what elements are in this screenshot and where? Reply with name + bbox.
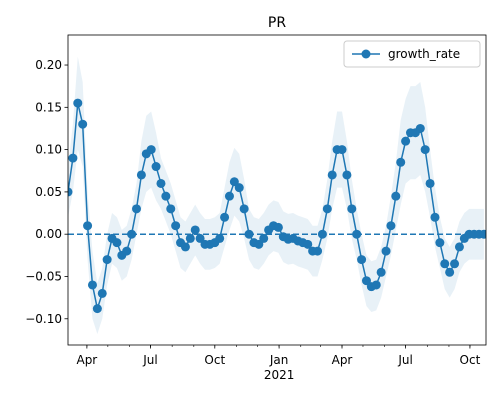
y-tick-label: −0.05 bbox=[25, 269, 62, 283]
y-tick-label: −0.10 bbox=[25, 312, 62, 326]
marker bbox=[220, 212, 230, 222]
confidence-band bbox=[68, 56, 484, 334]
marker bbox=[381, 246, 391, 256]
marker bbox=[185, 233, 195, 243]
marker bbox=[445, 267, 455, 277]
marker bbox=[361, 276, 371, 286]
marker bbox=[425, 178, 435, 188]
marker bbox=[376, 267, 386, 277]
marker bbox=[151, 162, 161, 172]
marker bbox=[322, 204, 332, 214]
marker bbox=[435, 238, 445, 248]
y-tick-label: 0.15 bbox=[35, 100, 62, 114]
marker bbox=[386, 221, 396, 231]
marker bbox=[401, 136, 411, 146]
marker bbox=[337, 145, 347, 155]
marker bbox=[132, 204, 142, 214]
x-tick-label: Oct bbox=[204, 353, 225, 367]
x-tick-label: Apr bbox=[76, 353, 97, 367]
y-tick-label: 0.05 bbox=[35, 185, 62, 199]
x-tick-label: Jul bbox=[142, 353, 157, 367]
marker bbox=[171, 221, 181, 231]
marker bbox=[479, 229, 486, 239]
marker bbox=[136, 170, 146, 180]
marker bbox=[180, 242, 190, 252]
x-tick-label: Apr bbox=[332, 353, 353, 367]
marker bbox=[146, 145, 156, 155]
marker bbox=[244, 229, 254, 239]
marker bbox=[122, 246, 132, 256]
marker bbox=[347, 204, 357, 214]
y-tick-label: 0.00 bbox=[35, 227, 62, 241]
marker bbox=[371, 280, 381, 290]
marker bbox=[92, 304, 102, 314]
marker bbox=[161, 191, 171, 201]
marker bbox=[68, 153, 78, 163]
marker bbox=[224, 191, 234, 201]
marker bbox=[156, 178, 166, 188]
y-tick-label: 0.20 bbox=[35, 58, 62, 72]
marker bbox=[327, 170, 337, 180]
marker bbox=[97, 288, 107, 298]
marker bbox=[127, 229, 137, 239]
marker bbox=[229, 177, 239, 187]
x-tick-label: Jul bbox=[397, 353, 412, 367]
marker bbox=[391, 191, 401, 201]
marker bbox=[450, 259, 460, 269]
axes-frame bbox=[67, 34, 487, 346]
marker bbox=[215, 233, 225, 243]
x-tick-label: Oct bbox=[460, 353, 481, 367]
marker bbox=[73, 98, 83, 108]
marker bbox=[234, 183, 244, 193]
marker bbox=[303, 239, 313, 249]
marker bbox=[396, 157, 406, 167]
y-tick-label: 0.10 bbox=[35, 143, 62, 157]
marker bbox=[259, 233, 269, 243]
legend-label: growth_rate bbox=[388, 47, 460, 61]
marker bbox=[273, 222, 283, 232]
x-offset-label: 2021 bbox=[264, 368, 295, 382]
legend-box bbox=[343, 40, 481, 68]
marker bbox=[430, 212, 440, 222]
legend-marker bbox=[361, 49, 371, 59]
marker bbox=[440, 259, 450, 269]
marker bbox=[87, 280, 97, 290]
marker bbox=[166, 204, 176, 214]
marker bbox=[420, 145, 430, 155]
marker bbox=[195, 233, 205, 243]
marker bbox=[102, 255, 112, 265]
marker bbox=[83, 221, 93, 231]
chart-title: PR bbox=[268, 15, 286, 31]
legend: growth_rate bbox=[343, 40, 481, 68]
marker bbox=[239, 204, 249, 214]
marker bbox=[357, 255, 367, 265]
marker bbox=[254, 239, 264, 249]
marker bbox=[78, 119, 88, 129]
x-tick-label: Jan bbox=[269, 353, 289, 367]
marker bbox=[313, 246, 323, 256]
marker bbox=[454, 242, 464, 252]
marker bbox=[68, 187, 73, 197]
marker bbox=[112, 238, 122, 248]
marker bbox=[190, 225, 200, 235]
plot-area bbox=[68, 56, 486, 334]
marker bbox=[317, 229, 327, 239]
marker bbox=[415, 123, 425, 133]
marker bbox=[352, 229, 362, 239]
marker bbox=[342, 170, 352, 180]
